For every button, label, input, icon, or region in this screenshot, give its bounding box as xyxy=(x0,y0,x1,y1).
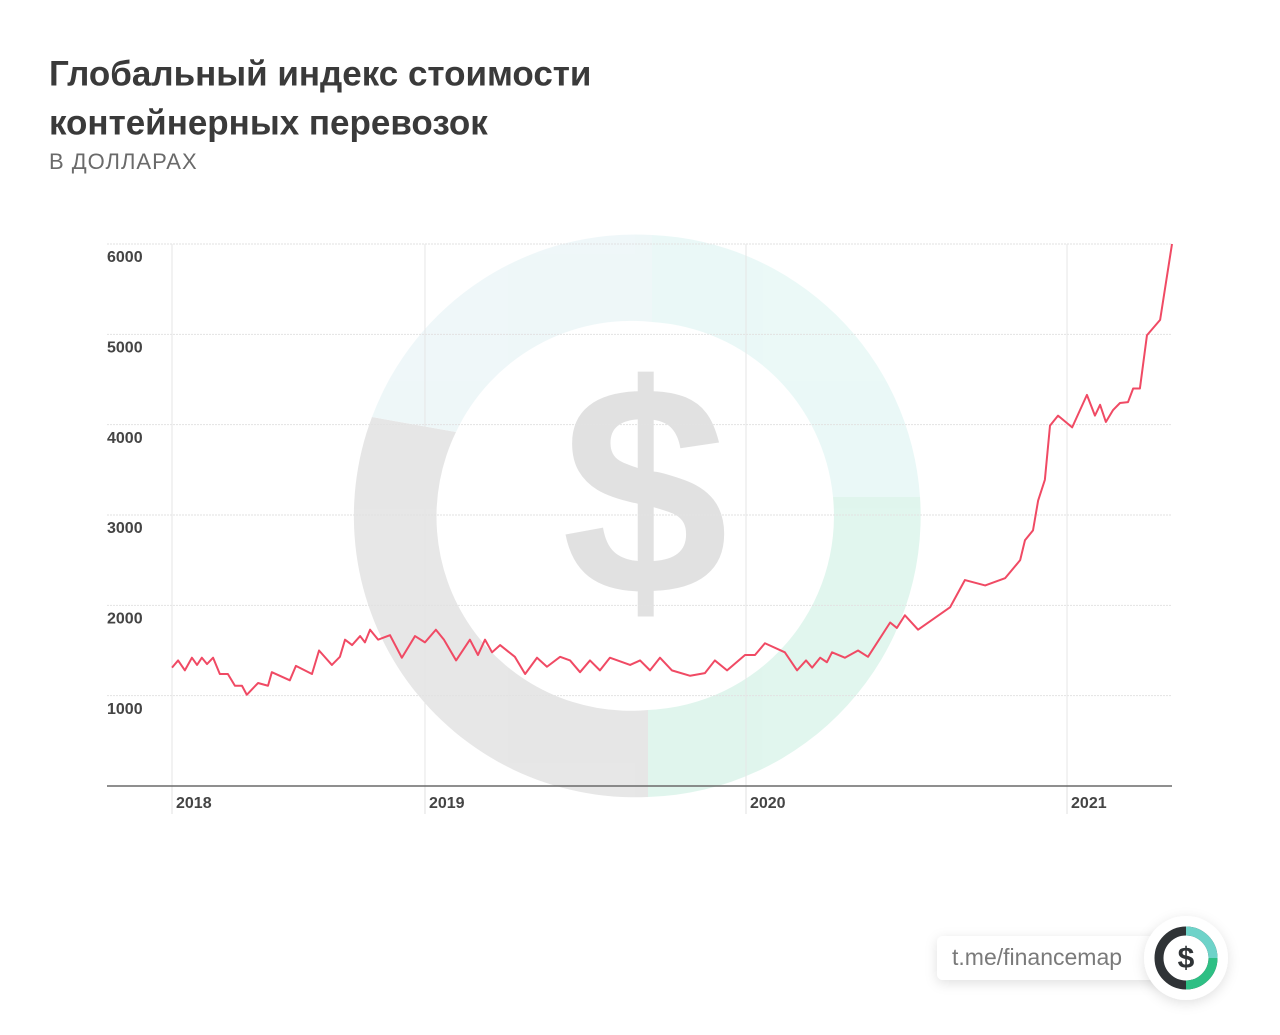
badge-box xyxy=(937,936,1167,980)
x-tick-label: 2018 xyxy=(176,795,212,812)
watermark-symbol: $ xyxy=(562,322,729,658)
logo-symbol: $ xyxy=(1178,942,1195,975)
chart-title: Глобальный индекс стоимости xyxy=(49,54,591,93)
y-tick-label: 5000 xyxy=(107,340,143,357)
x-tick-label: 2021 xyxy=(1071,795,1107,812)
y-tick-label: 2000 xyxy=(107,611,143,628)
y-tick-label: 1000 xyxy=(107,701,143,718)
chart-subtitle: В ДОЛЛАРАХ xyxy=(49,149,198,174)
y-tick-label: 4000 xyxy=(107,430,143,447)
logo-ring-accent xyxy=(1185,926,1218,959)
y-tick-label: 6000 xyxy=(107,249,143,266)
y-tick-label: 3000 xyxy=(107,520,143,537)
source-badge: t.me/financemap $ xyxy=(937,916,1228,1000)
source-label: t.me/financemap xyxy=(952,944,1122,970)
x-tick-label: 2020 xyxy=(750,795,786,812)
chart-title: контейнерных перевозок xyxy=(49,103,488,142)
x-tick-label: 2019 xyxy=(429,795,465,812)
logo-ring-accent xyxy=(1185,957,1218,990)
data-line xyxy=(171,243,1173,696)
watermark: $ xyxy=(353,234,921,798)
